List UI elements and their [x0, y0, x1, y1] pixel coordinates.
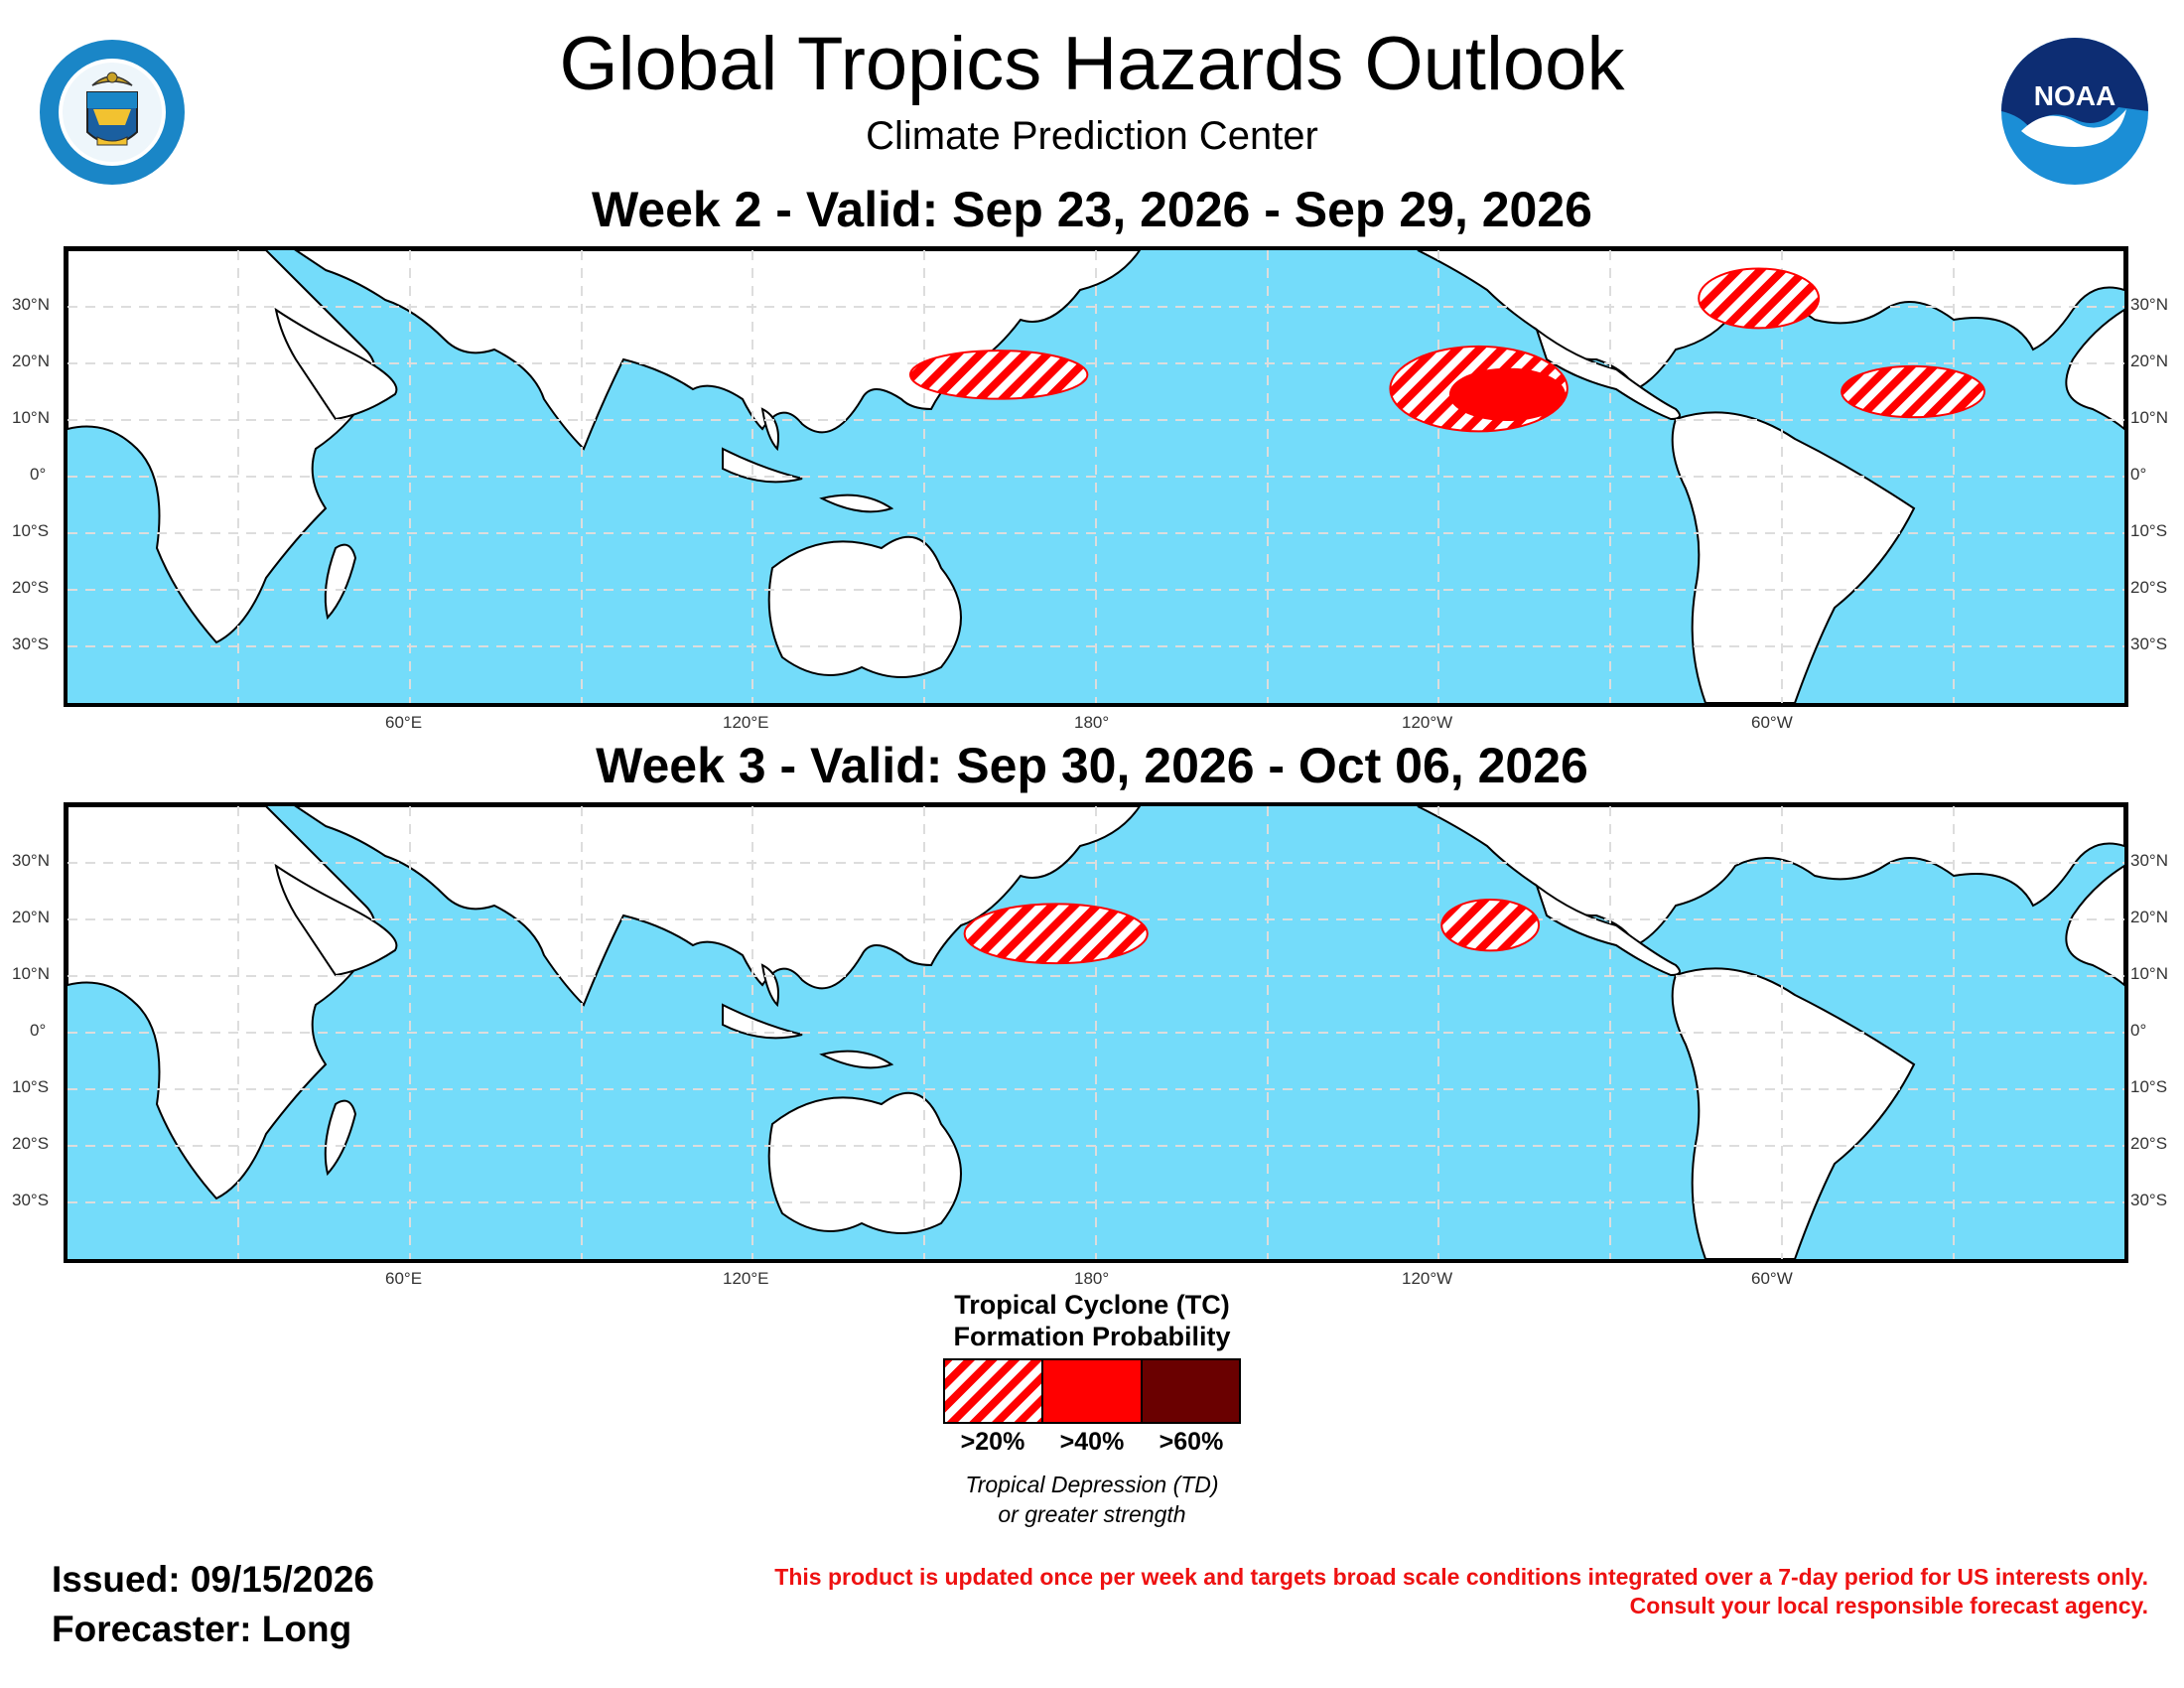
noaa-logo-text: NOAA [2034, 80, 2116, 111]
lat-label: 30°N [2130, 851, 2168, 870]
disclaimer: This product is updated once per week an… [659, 1563, 2148, 1620]
legend-swatch-20 [943, 1358, 1043, 1424]
lat-label: 20°S [2130, 1134, 2168, 1153]
lat-label: 20°S [12, 578, 50, 597]
commerce-seal-logo [38, 38, 187, 187]
graticule [68, 250, 2124, 703]
land-layer [68, 250, 2124, 703]
legend-swatch-60 [1141, 1358, 1241, 1424]
week2-hazard-layer [908, 267, 1985, 433]
legend-title-line1: Tropical Cyclone (TC) [954, 1290, 1230, 1320]
lon-label: 120°E [723, 1269, 769, 1288]
lat-label: 0° [2130, 465, 2147, 484]
land-layer [68, 806, 2124, 1259]
forecaster-name: Forecaster: Long [52, 1609, 352, 1649]
lat-label: 10°S [12, 521, 50, 540]
lat-label: 20°N [2130, 908, 2168, 926]
lat-label: 0° [2130, 1021, 2147, 1040]
lat-label: 30°S [2130, 1191, 2168, 1209]
hazard-area-20-percent [963, 903, 1149, 965]
lat-label: 10°N [12, 964, 50, 983]
lat-label: 10°S [2130, 1077, 2168, 1096]
legend-note: Tropical Depression (TD) or greater stre… [874, 1470, 1310, 1529]
disclaimer-line1: This product is updated once per week an… [774, 1564, 2148, 1590]
week3-hazard-layer [963, 899, 1541, 965]
page-subtitle: Climate Prediction Center [866, 114, 1318, 158]
noaa-logo-icon: NOAA [2001, 38, 2148, 185]
graticule [68, 806, 2124, 1259]
lat-label: 10°N [2130, 408, 2168, 427]
legend-label-40: >40% [1059, 1428, 1125, 1456]
hazard-area-40-percent [1448, 367, 1566, 422]
legend-swatches [943, 1358, 1241, 1424]
lat-label: 20°N [12, 352, 50, 370]
lon-label: 120°E [723, 713, 769, 732]
lon-label: 120°W [1402, 713, 1453, 732]
lon-label: 60°E [385, 713, 423, 732]
lon-label: 60°W [1751, 713, 1793, 732]
lat-label: 10°N [2130, 964, 2168, 983]
week2-map-canvas [68, 250, 2124, 703]
lat-label: 30°S [2130, 634, 2168, 653]
lat-label: 20°S [12, 1134, 50, 1153]
lon-label: 60°E [385, 1269, 423, 1288]
lat-label: 20°N [12, 908, 50, 926]
legend-note-line2: or greater strength [998, 1501, 1186, 1527]
lat-label: 20°N [2130, 352, 2168, 370]
legend-title-line2: Formation Probability [953, 1322, 1231, 1351]
week3-title: Week 3 - Valid: Sep 30, 2026 - Oct 06, 2… [596, 738, 1588, 793]
legend-label-20: >20% [960, 1428, 1025, 1456]
legend-label-60: >60% [1159, 1428, 1224, 1456]
issued-date: Issued: 09/15/2026 [52, 1559, 374, 1600]
week2-map [64, 246, 2128, 707]
lat-label: 20°S [2130, 578, 2168, 597]
lat-label: 10°S [2130, 521, 2168, 540]
hazard-area-20-percent [908, 350, 1089, 400]
department-of-commerce-seal-icon [40, 40, 185, 185]
hazard-area-20-percent [1841, 364, 1985, 419]
lat-label: 30°N [2130, 295, 2168, 314]
legend-swatch-bar [943, 1358, 1241, 1424]
lat-label: 30°S [12, 634, 50, 653]
lon-label: 60°W [1751, 1269, 1793, 1288]
lon-label: 120°W [1402, 1269, 1453, 1288]
disclaimer-line2: Consult your local responsible forecast … [1629, 1593, 2148, 1618]
hazard-area-20-percent [1440, 899, 1541, 952]
hazard-area-20-percent [1698, 267, 1821, 330]
lat-label: 10°S [12, 1077, 50, 1096]
week3-map-canvas [68, 806, 2124, 1259]
lon-label: 180° [1074, 713, 1110, 732]
lat-label: 30°S [12, 1191, 50, 1209]
page-title: Global Tropics Hazards Outlook [559, 22, 1625, 106]
lat-label: 30°N [12, 851, 50, 870]
legend-swatch-40 [1041, 1358, 1143, 1424]
noaa-logo: NOAA [1999, 36, 2150, 187]
week3-map [64, 802, 2128, 1263]
lat-label: 0° [30, 465, 47, 484]
lat-label: 10°N [12, 408, 50, 427]
lat-label: 30°N [12, 295, 50, 314]
legend-title: Tropical Cyclone (TC) Formation Probabil… [874, 1289, 1310, 1352]
legend-note-line1: Tropical Depression (TD) [965, 1472, 1219, 1497]
week2-title: Week 2 - Valid: Sep 23, 2026 - Sep 29, 2… [592, 182, 1592, 237]
lat-label: 0° [30, 1021, 47, 1040]
lon-label: 180° [1074, 1269, 1110, 1288]
